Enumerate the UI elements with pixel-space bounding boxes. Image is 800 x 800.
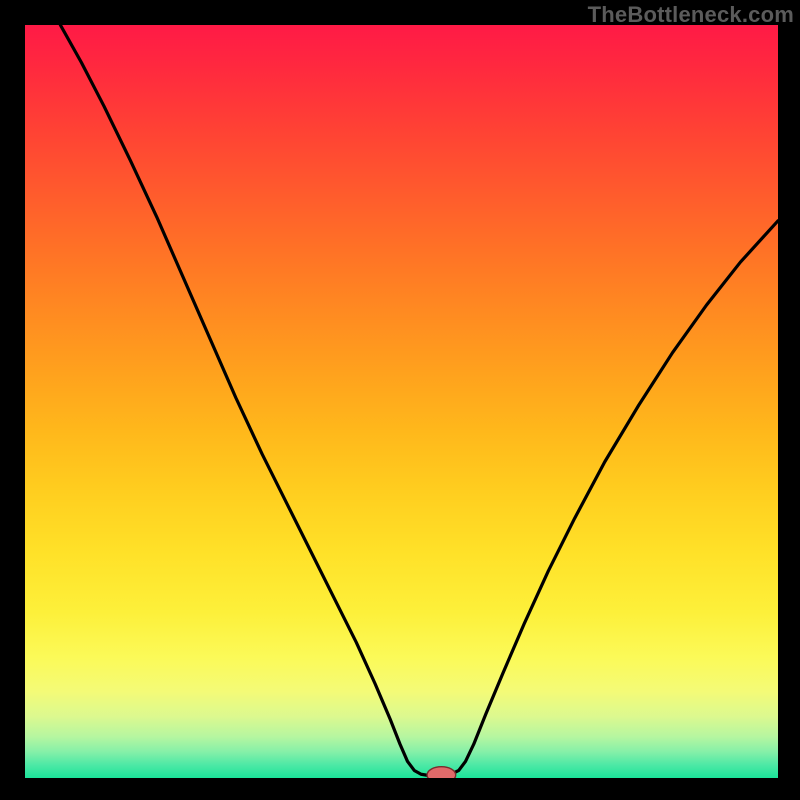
chart-stage: TheBottleneck.com [0,0,800,800]
plot-background [25,25,778,778]
frame-right [778,0,800,800]
frame-left [0,0,25,800]
bottleneck-chart [0,0,800,800]
watermark-text: TheBottleneck.com [588,2,794,28]
frame-bottom [0,778,800,800]
